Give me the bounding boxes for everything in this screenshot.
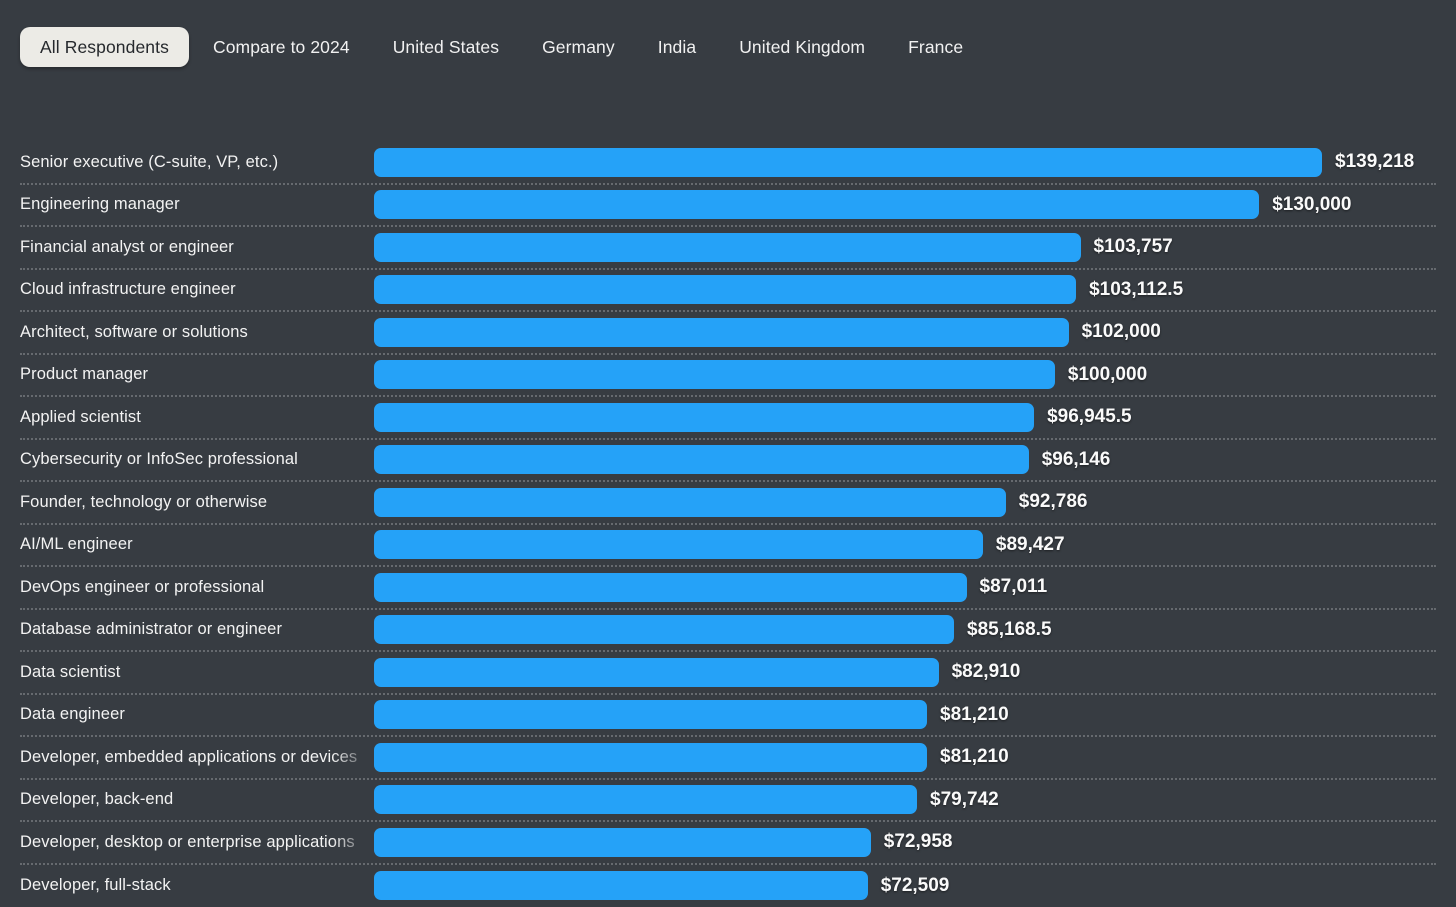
row-label: Architect, software or solutions: [20, 323, 374, 342]
value-bar[interactable]: [374, 743, 927, 772]
row-label: DevOps engineer or professional: [20, 578, 374, 597]
bar-track: $79,742: [374, 785, 1436, 814]
bar-track: $81,210: [374, 700, 1436, 729]
value-bar[interactable]: [374, 700, 927, 729]
row-label: Engineering manager: [20, 195, 374, 214]
value-label: $102,000: [1082, 321, 1161, 343]
value-bar[interactable]: [374, 658, 939, 687]
tab-france[interactable]: France: [908, 37, 963, 58]
value-label: $103,757: [1094, 236, 1173, 258]
value-bar[interactable]: [374, 275, 1076, 304]
chart-row: Senior executive (C-suite, VP, etc.) $13…: [20, 142, 1436, 185]
chart-row: Data scientist $82,910: [20, 652, 1436, 695]
bar-track: $103,757: [374, 233, 1436, 262]
value-label: $92,786: [1019, 491, 1088, 513]
chart-row: Developer, desktop or enterprise applica…: [20, 822, 1436, 865]
value-bar[interactable]: [374, 488, 1006, 517]
value-bar[interactable]: [374, 403, 1034, 432]
bar-track: $87,011: [374, 573, 1436, 602]
row-label: Cloud infrastructure engineer: [20, 280, 374, 299]
value-label: $79,742: [930, 789, 999, 811]
bar-track: $89,427: [374, 530, 1436, 559]
tab-united-kingdom[interactable]: United Kingdom: [739, 37, 865, 58]
tab-germany[interactable]: Germany: [542, 37, 615, 58]
chart-row: Product manager $100,000: [20, 355, 1436, 398]
chart-row: Architect, software or solutions $102,00…: [20, 312, 1436, 355]
chart-row: Cybersecurity or InfoSec professional $9…: [20, 440, 1436, 483]
value-bar[interactable]: [374, 573, 967, 602]
bar-track: $139,218: [374, 148, 1436, 177]
bar-track: $72,958: [374, 828, 1436, 857]
chart-row: Engineering manager $130,000: [20, 185, 1436, 228]
row-label: Financial analyst or engineer: [20, 238, 374, 257]
row-label: Data engineer: [20, 705, 374, 724]
value-label: $103,112.5: [1089, 279, 1183, 301]
chart-row: DevOps engineer or professional $87,011: [20, 567, 1436, 610]
chart-row: Developer, full-stack $72,509: [20, 865, 1436, 907]
chart-row: Founder, technology or otherwise $92,786: [20, 482, 1436, 525]
row-label: Developer, embedded applications or devi…: [20, 748, 374, 767]
row-label: Developer, full-stack: [20, 876, 374, 895]
bar-track: $72,509: [374, 871, 1436, 900]
tab-united-states[interactable]: United States: [393, 37, 499, 58]
value-bar[interactable]: [374, 233, 1081, 262]
chart-row: Developer, embedded applications or devi…: [20, 737, 1436, 780]
value-label: $72,958: [884, 831, 953, 853]
value-bar[interactable]: [374, 785, 917, 814]
value-bar[interactable]: [374, 445, 1029, 474]
row-label: Data scientist: [20, 663, 374, 682]
value-label: $85,168.5: [967, 619, 1052, 641]
row-label: Founder, technology or otherwise: [20, 493, 374, 512]
value-label: $96,146: [1042, 449, 1111, 471]
row-label: Developer, back-end: [20, 790, 374, 809]
bar-track: $85,168.5: [374, 615, 1436, 644]
row-label: Applied scientist: [20, 408, 374, 427]
value-bar[interactable]: [374, 360, 1055, 389]
value-bar[interactable]: [374, 148, 1322, 177]
tab-all-respondents[interactable]: All Respondents: [20, 27, 189, 67]
value-bar[interactable]: [374, 530, 983, 559]
value-label: $100,000: [1068, 364, 1147, 386]
row-label: Senior executive (C-suite, VP, etc.): [20, 153, 374, 172]
value-bar[interactable]: [374, 615, 954, 644]
bar-track: $81,210: [374, 743, 1436, 772]
row-label: AI/ML engineer: [20, 535, 374, 554]
row-label: Cybersecurity or InfoSec professional: [20, 450, 374, 469]
chart-row: AI/ML engineer $89,427: [20, 525, 1436, 568]
chart-row: Cloud infrastructure engineer $103,112.5: [20, 270, 1436, 313]
bar-track: $102,000: [374, 318, 1436, 347]
chart-row: Applied scientist $96,945.5: [20, 397, 1436, 440]
tab-india[interactable]: India: [658, 37, 696, 58]
row-label: Database administrator or engineer: [20, 620, 374, 639]
value-label: $72,509: [881, 875, 950, 897]
chart-row: Developer, back-end $79,742: [20, 780, 1436, 823]
value-bar[interactable]: [374, 828, 871, 857]
value-label: $130,000: [1272, 194, 1351, 216]
value-label: $82,910: [952, 661, 1021, 683]
bar-track: $92,786: [374, 488, 1436, 517]
value-bar[interactable]: [374, 318, 1069, 347]
value-bar[interactable]: [374, 190, 1259, 219]
bar-track: $82,910: [374, 658, 1436, 687]
value-label: $87,011: [980, 576, 1048, 598]
value-label: $96,945.5: [1047, 406, 1132, 428]
bar-track: $103,112.5: [374, 275, 1436, 304]
bar-track: $100,000: [374, 360, 1436, 389]
value-bar[interactable]: [374, 871, 868, 900]
value-label: $89,427: [996, 534, 1065, 556]
row-label: Product manager: [20, 365, 374, 384]
bar-track: $96,945.5: [374, 403, 1436, 432]
chart-row: Financial analyst or engineer $103,757: [20, 227, 1436, 270]
tab-compare-to-2024[interactable]: Compare to 2024: [213, 37, 350, 58]
salary-bar-chart: Senior executive (C-suite, VP, etc.) $13…: [20, 142, 1436, 907]
chart-row: Data engineer $81,210: [20, 695, 1436, 738]
bar-track: $130,000: [374, 190, 1436, 219]
row-label: Developer, desktop or enterprise applica…: [20, 833, 374, 852]
value-label: $81,210: [940, 704, 1009, 726]
value-label: $81,210: [940, 746, 1009, 768]
chart-row: Database administrator or engineer $85,1…: [20, 610, 1436, 653]
value-label: $139,218: [1335, 151, 1414, 173]
bar-track: $96,146: [374, 445, 1436, 474]
tab-bar: All Respondents Compare to 2024 United S…: [0, 0, 1456, 67]
